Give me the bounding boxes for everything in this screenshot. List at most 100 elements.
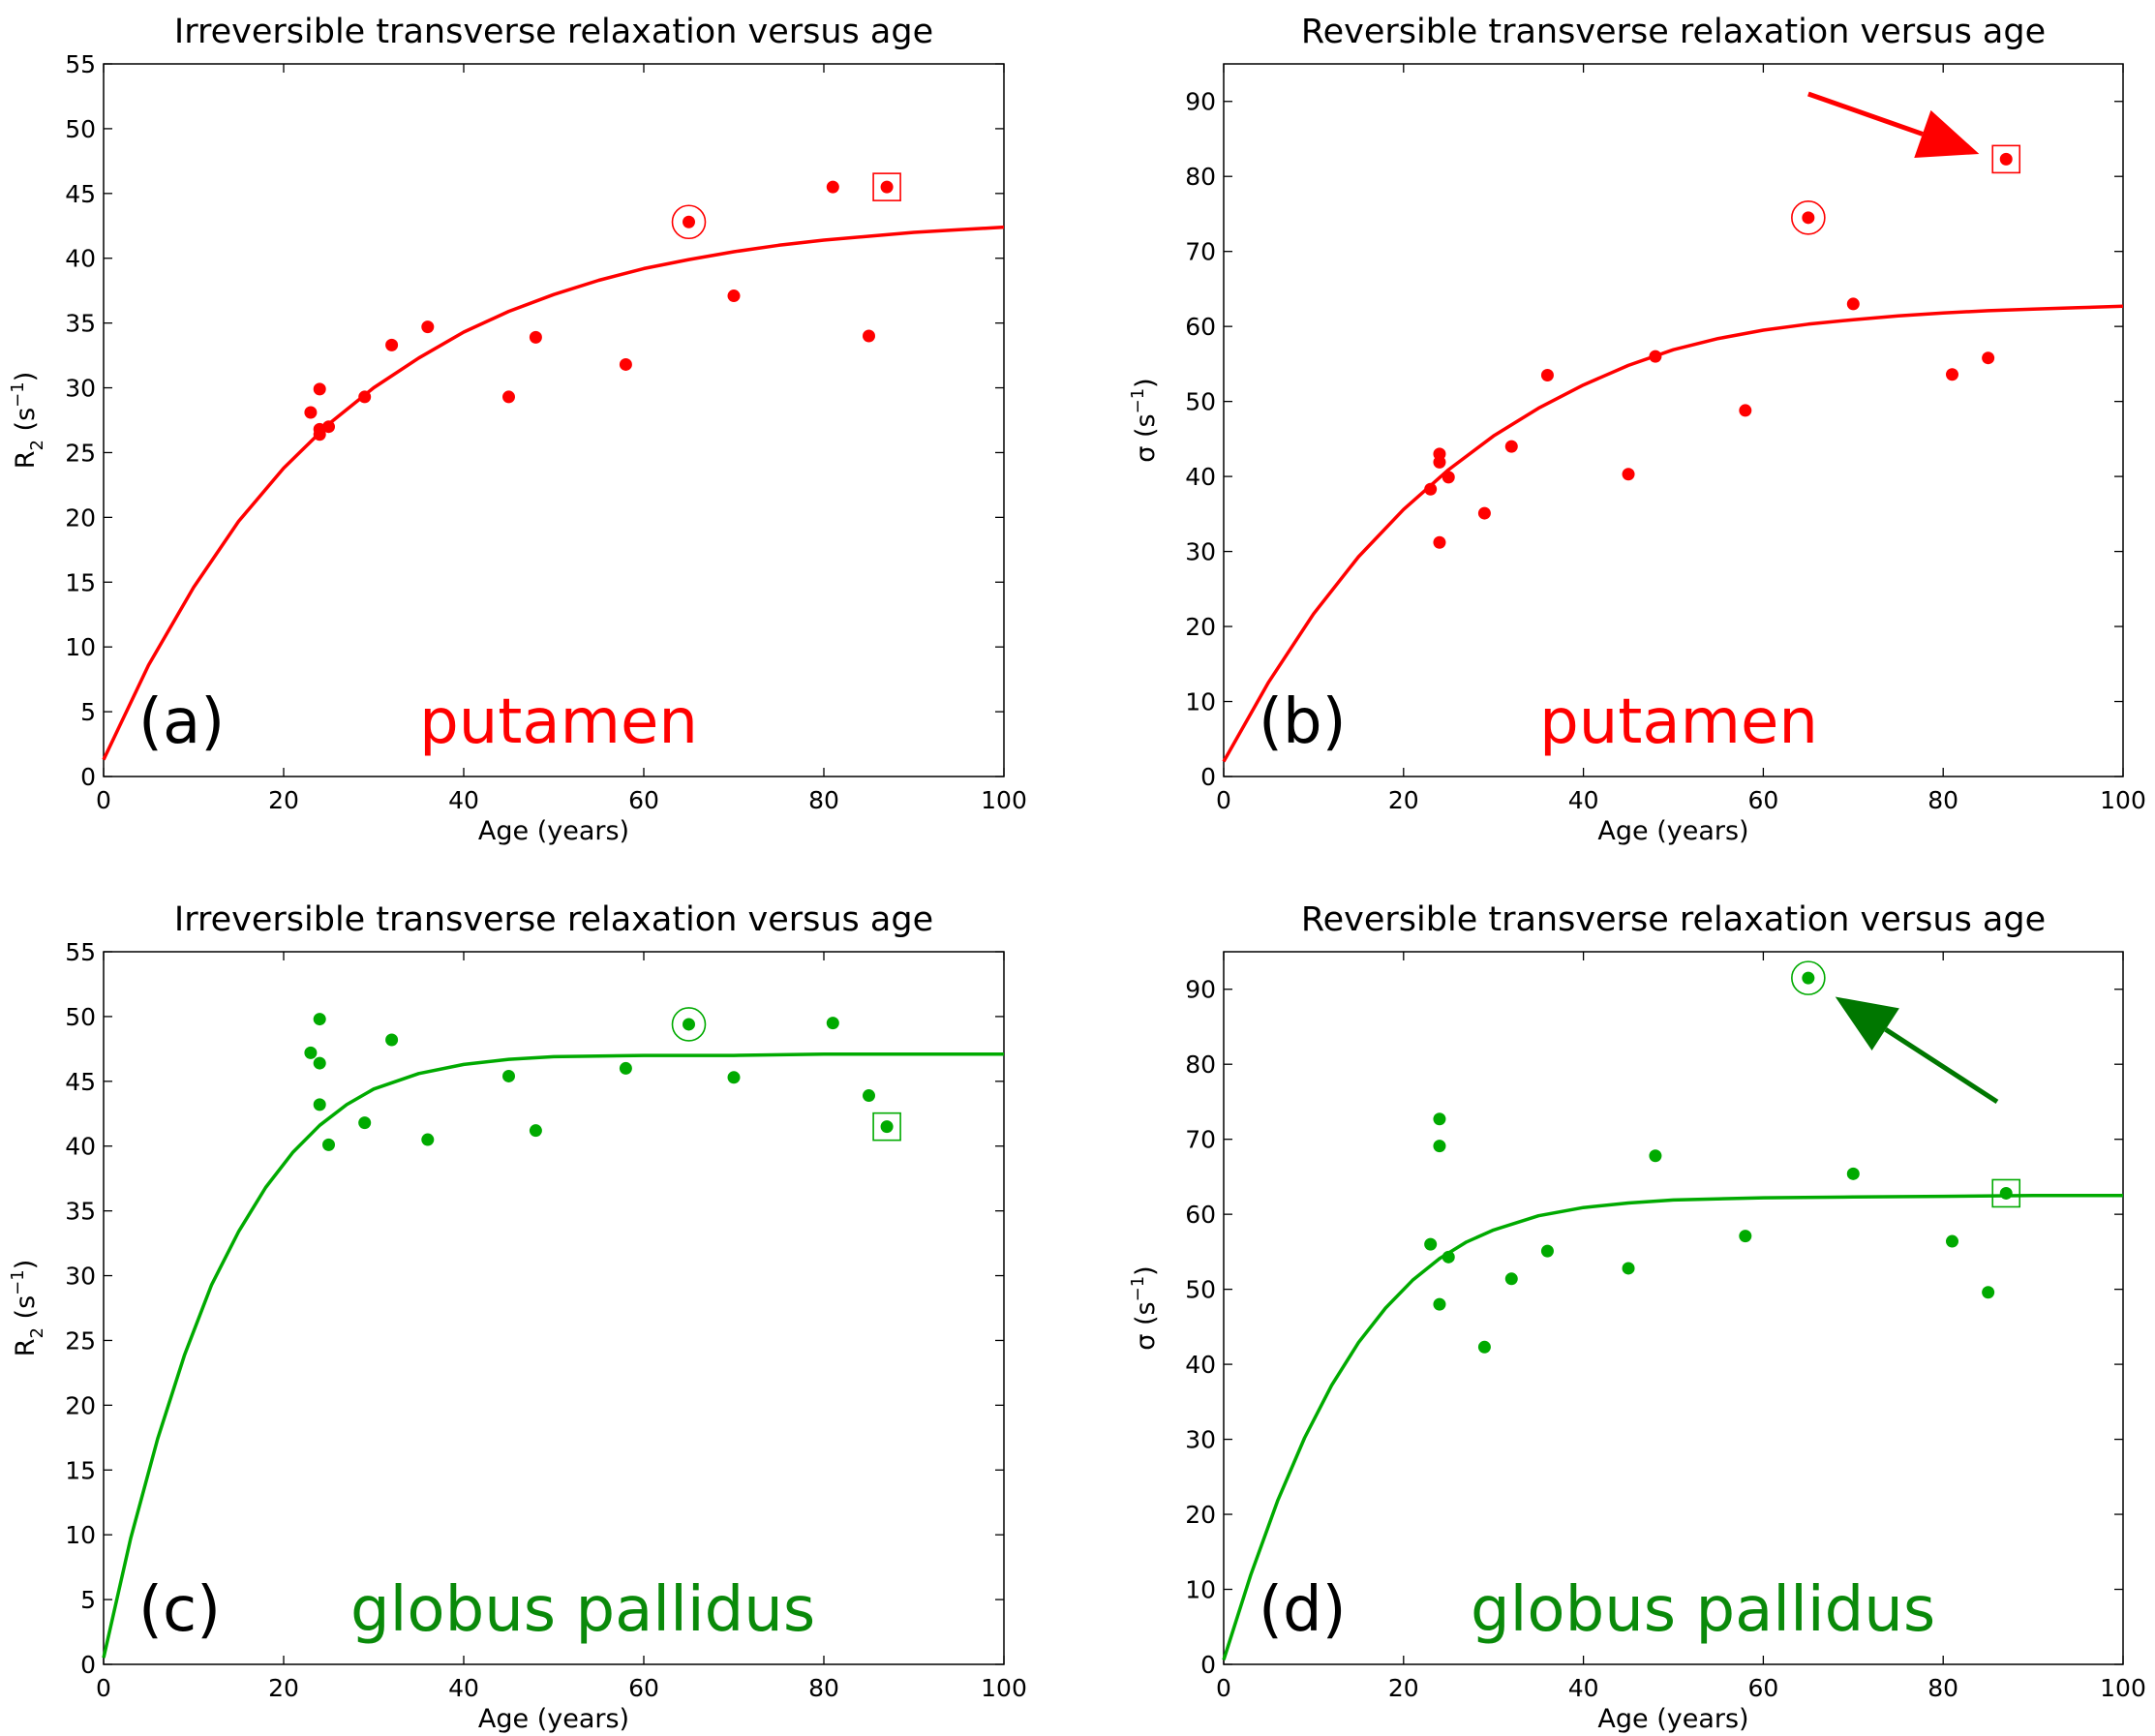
- fit-curve: [102, 225, 1005, 761]
- x-axis-label: Age (years): [1597, 1704, 1748, 1734]
- data-point: [1982, 1286, 1995, 1299]
- data-point: [304, 406, 318, 419]
- y-tick-label: 80: [1185, 163, 1216, 191]
- data-point: [1739, 404, 1752, 417]
- y-tick-label: 25: [65, 439, 96, 467]
- data-point: [1846, 1167, 1860, 1180]
- data-point: [358, 390, 372, 404]
- x-tick-label: 60: [1747, 786, 1778, 814]
- y-tick-label: 80: [1185, 1051, 1216, 1079]
- axes-frame: [103, 951, 1005, 1665]
- data-point: [1424, 1237, 1438, 1251]
- y-tick-label: 35: [65, 1198, 96, 1226]
- x-tick-label: 20: [268, 786, 299, 814]
- y-axis-label-unit: (s: [11, 1295, 41, 1327]
- data-point: [421, 1133, 435, 1146]
- data-point: [826, 1017, 839, 1030]
- data-point: [683, 1018, 695, 1031]
- y-axis-label: R2 (s−1): [8, 372, 47, 470]
- boxed-point-marker: [1991, 1178, 2021, 1208]
- y-axis-label-unit-close: ): [1131, 378, 1161, 388]
- x-tick-label: 100: [2100, 786, 2146, 814]
- y-tick-label: 30: [1185, 538, 1216, 566]
- y-axis-label-unit: (s: [1131, 413, 1161, 445]
- y-axis-label-unit-close: ): [1131, 1265, 1161, 1276]
- y-tick-label: 70: [1185, 1126, 1216, 1154]
- panel-label: (a): [138, 686, 225, 758]
- data-point: [322, 1138, 335, 1151]
- data-point: [1504, 440, 1518, 453]
- x-tick-label: 0: [1216, 786, 1231, 814]
- data-point: [1540, 369, 1554, 382]
- y-tick-label: 40: [65, 1133, 96, 1161]
- y-tick-label: 20: [65, 503, 96, 532]
- y-tick-label: 20: [65, 1391, 96, 1419]
- x-tick-label: 80: [1927, 1674, 1958, 1702]
- data-point: [1442, 471, 1455, 484]
- y-axis-label-superscript: −1: [8, 381, 28, 408]
- y-axis-label-superscript: −1: [8, 1269, 28, 1295]
- data-point: [313, 1098, 326, 1112]
- y-tick-label: 55: [65, 50, 96, 78]
- data-point: [1739, 1230, 1752, 1243]
- data-point: [313, 1013, 326, 1026]
- data-point: [385, 338, 399, 351]
- x-tick-label: 60: [628, 786, 659, 814]
- y-tick-label: 0: [1200, 1651, 1216, 1679]
- x-tick-label: 0: [96, 1674, 111, 1702]
- axes-frame: [1223, 951, 2124, 1665]
- y-tick-label: 90: [1185, 88, 1216, 116]
- y-tick-label: 10: [65, 633, 96, 661]
- y-tick-label: 10: [65, 1521, 96, 1549]
- region-label: putamen: [1539, 686, 1818, 758]
- x-tick-label: 100: [981, 1674, 1027, 1702]
- data-point: [619, 1061, 632, 1075]
- y-axis-label-superscript: −1: [1128, 388, 1148, 414]
- panel-d: 0 20 40 60 80 100 0 10 20 30 40 50 60 70 80 90 Reversibl…: [1128, 900, 2146, 1734]
- data-point: [727, 289, 741, 303]
- y-axis-label-symbol: σ: [1131, 446, 1161, 463]
- data-point: [313, 382, 326, 396]
- x-tick-label: 60: [628, 1674, 659, 1702]
- y-tick-label: 20: [1185, 1501, 1216, 1529]
- data-point: [1622, 468, 1635, 481]
- data-point: [1649, 350, 1662, 363]
- y-tick-label: 55: [65, 938, 96, 966]
- x-tick-label: 20: [1388, 786, 1419, 814]
- data-point: [313, 1056, 326, 1070]
- y-tick-label: 40: [1185, 1351, 1216, 1379]
- y-axis-label-symbol: σ: [1131, 1334, 1161, 1351]
- data-point: [1433, 1140, 1446, 1153]
- data-point: [529, 1124, 542, 1138]
- y-tick-label: 15: [65, 1456, 96, 1484]
- x-tick-label: 80: [808, 786, 839, 814]
- data-point: [863, 1089, 875, 1103]
- data-point: [304, 1046, 318, 1059]
- axes-frame: [1223, 63, 2124, 777]
- data-point: [421, 320, 435, 334]
- fit-curve: [1222, 1194, 2123, 1660]
- data-point: [1945, 368, 1958, 381]
- y-tick-label: 50: [1185, 388, 1216, 416]
- y-tick-label: 0: [80, 1651, 96, 1679]
- y-tick-label: 45: [65, 180, 96, 208]
- x-axis-label: Age (years): [1597, 816, 1748, 846]
- panel-label: (c): [138, 1574, 221, 1646]
- x-tick-label: 40: [1568, 786, 1599, 814]
- x-tick-label: 20: [1388, 1674, 1419, 1702]
- panel-c: 0 20 40 60 80 100 0 5 10 15 20 25 30 35 40 45 50 55 Irreve…: [8, 900, 1027, 1734]
- y-axis-label-symbol: R: [11, 1338, 41, 1356]
- data-point: [683, 215, 695, 228]
- y-tick-label: 5: [80, 698, 96, 726]
- boxed-point-marker: [872, 1112, 901, 1142]
- data-point: [1982, 351, 1995, 365]
- data-point: [1999, 1186, 2013, 1200]
- annotation-arrow-head: [1914, 109, 1980, 158]
- y-tick-label: 25: [65, 1326, 96, 1355]
- chart-title: Reversible transverse relaxation versus …: [1301, 13, 2046, 51]
- x-tick-label: 40: [1568, 1674, 1599, 1702]
- y-axis-label-superscript: −1: [1128, 1276, 1148, 1302]
- y-tick-label: 60: [1185, 313, 1216, 341]
- data-point: [1649, 1149, 1662, 1163]
- y-tick-label: 5: [80, 1586, 96, 1614]
